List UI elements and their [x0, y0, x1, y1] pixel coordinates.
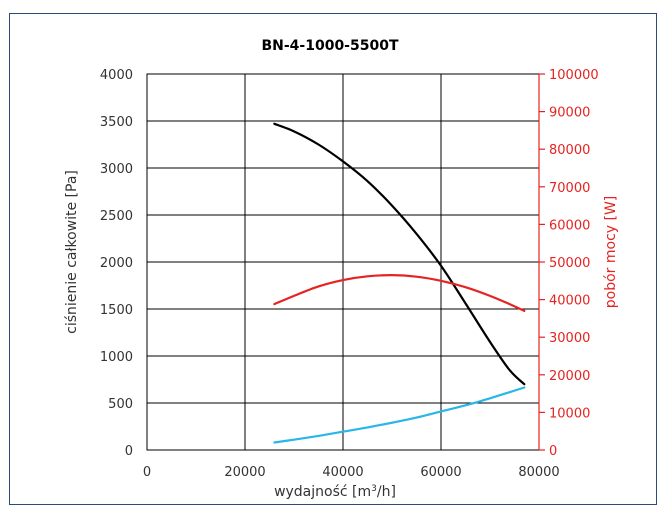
axes: 0 20000 40000 60000 800000500100015002000250…: [100, 68, 599, 480]
x-tick-label: 0: [143, 465, 151, 480]
x-tick-label: 60000: [420, 465, 461, 480]
y-right-tick-label: 30000: [549, 331, 590, 346]
chart-frame: BN-4-1000-5500T 0 20000 40000 60000 80000 0 50…: [9, 13, 657, 505]
y-right-tick-label: 20000: [549, 369, 590, 384]
performance-chart: BN-4-1000-5500T 0 20000 40000 60000 80000050…: [64, 38, 619, 500]
y-left-tick-label: 0: [125, 444, 133, 459]
y-left-tick-label: 2500: [100, 209, 133, 224]
y-right-tick-label: 10000: [549, 406, 590, 421]
y-axis-right-label: pobór mocy [W]: [603, 196, 619, 309]
y-right-tick-label: 0: [549, 444, 557, 459]
x-tick-label: 20000: [224, 465, 265, 480]
y-left-tick-label: 1000: [100, 350, 133, 365]
y-right-tick-label: 70000: [549, 181, 590, 196]
chart-title: BN-4-1000-5500T: [261, 38, 398, 54]
y-right-tick-label: 50000: [549, 256, 590, 271]
y-right-tick-label: 90000: [549, 106, 590, 121]
y-right-tick-label: 40000: [549, 294, 590, 309]
y-left-tick-label: 4000: [100, 68, 133, 83]
y-left-tick-label: 2000: [100, 256, 133, 271]
pressure-series-line: [273, 122, 526, 386]
x-axis-label: wydajność [m3/h]: [274, 484, 396, 500]
y-left-tick-label: 3000: [100, 162, 133, 177]
y-axis-left-label: ciśnienie całkowite [Pa]: [64, 170, 80, 334]
y-left-tick-label: 1500: [100, 303, 133, 318]
system-series-line: [273, 386, 526, 444]
x-tick-label: 40000: [322, 465, 363, 480]
y-left-tick-label: 3500: [100, 115, 133, 130]
power-series-line: [273, 274, 526, 312]
y-right-tick-label: 80000: [549, 143, 590, 158]
y-right-tick-label: 60000: [549, 218, 590, 233]
y-left-tick-label: 500: [108, 397, 133, 412]
x-tick-label: 80000: [518, 465, 559, 480]
series-lines: [273, 122, 526, 444]
grid: [146, 73, 540, 451]
y-right-tick-label: 100000: [549, 68, 599, 83]
